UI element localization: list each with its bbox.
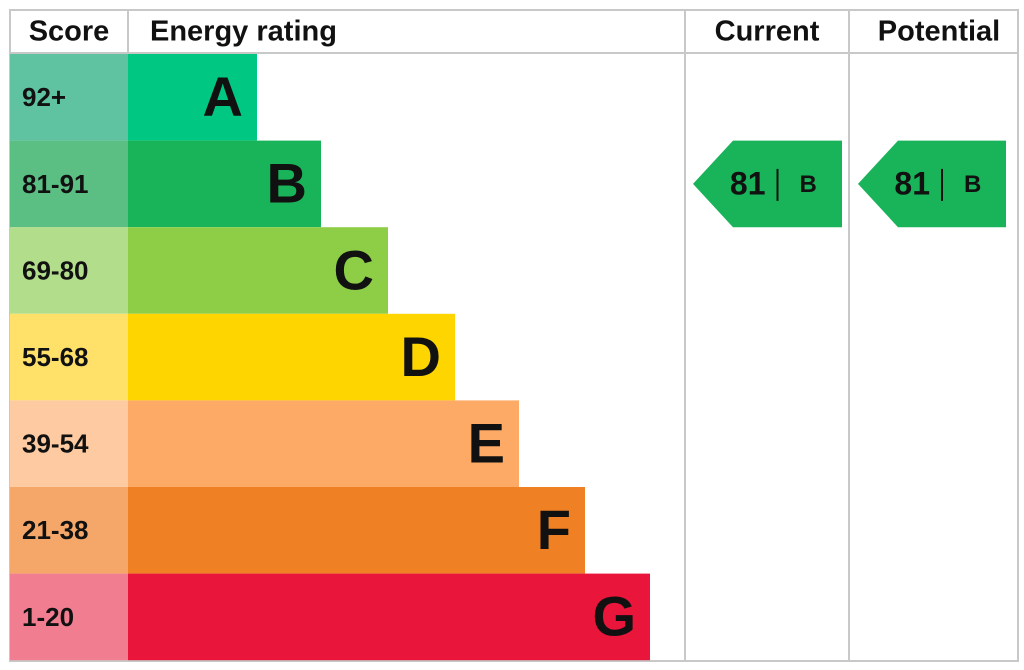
rating-letter: E xyxy=(468,411,505,474)
score-label: 21-38 xyxy=(22,515,89,545)
score-cell xyxy=(10,54,128,141)
rating-bar xyxy=(128,573,650,661)
header-energy: Energy rating xyxy=(150,16,337,48)
score-cell xyxy=(10,573,128,661)
score-label: 39-54 xyxy=(22,429,89,459)
score-label: 69-80 xyxy=(22,255,89,285)
score-cell xyxy=(10,487,128,574)
score-label: 1-20 xyxy=(22,602,74,632)
rating-letter: D xyxy=(401,325,441,388)
potential-arrow xyxy=(858,140,1006,228)
rating-bar xyxy=(128,487,585,574)
potential-value: 81 xyxy=(894,165,930,201)
rating-bar xyxy=(128,313,455,401)
score-label: 92+ xyxy=(22,82,66,112)
rating-bar xyxy=(128,140,321,228)
potential-letter: B xyxy=(964,171,981,198)
header-potential: Potential xyxy=(878,16,1000,48)
current-letter: B xyxy=(800,171,817,198)
current-arrow xyxy=(693,140,842,228)
current-value: 81 xyxy=(730,165,766,201)
rating-bar xyxy=(128,400,519,487)
rating-letter: B xyxy=(267,152,307,215)
rating-bar xyxy=(128,227,388,314)
score-cell xyxy=(10,313,128,401)
rating-letter: A xyxy=(203,65,243,128)
score-cell xyxy=(10,400,128,487)
rating-letter: G xyxy=(592,585,636,648)
rating-letter: C xyxy=(334,238,374,301)
score-label: 55-68 xyxy=(22,342,89,372)
score-label: 81-91 xyxy=(22,169,89,199)
header-score: Score xyxy=(29,16,110,48)
score-cell xyxy=(10,140,128,228)
rating-letter: F xyxy=(537,498,571,561)
score-cell xyxy=(10,227,128,314)
header-current: Current xyxy=(715,16,820,48)
rating-bar xyxy=(128,54,257,141)
